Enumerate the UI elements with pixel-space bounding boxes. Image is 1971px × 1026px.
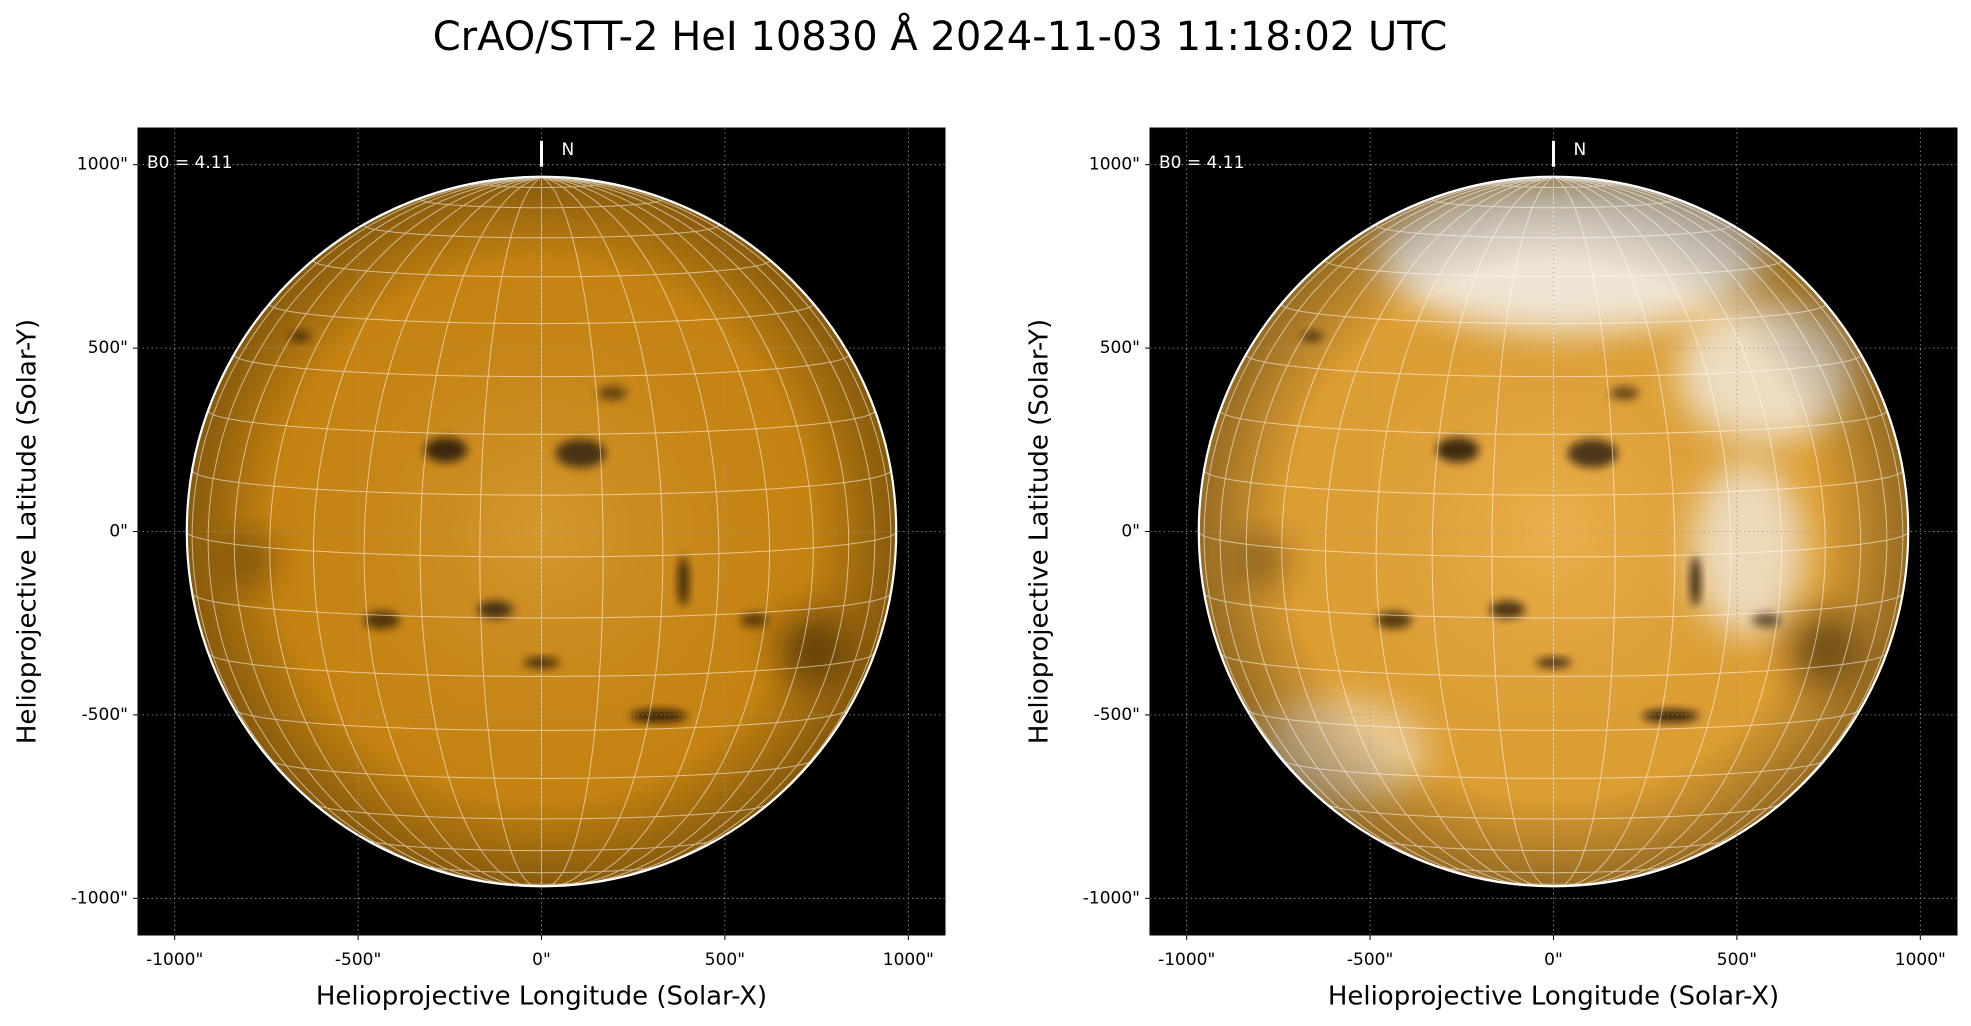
x-tick-label: 500"	[1717, 950, 1757, 970]
x-tick-label: 0"	[1544, 950, 1563, 970]
y-tick-label: -1000"	[71, 888, 128, 908]
y-axis-label: Helioprojective Latitude (Solar-Y)	[13, 319, 43, 744]
x-tick-label: -500"	[335, 950, 381, 970]
panel: -1000" -500" 0" 500" 1000" -1000" -500" 0" 500" 1…	[13, 127, 946, 1012]
y-tick-label: 500"	[1100, 338, 1140, 358]
y-axis-label: Helioprojective Latitude (Solar-Y)	[1025, 319, 1055, 744]
y-tick-label: 1000"	[1089, 155, 1140, 175]
y-tick-label: 1000"	[77, 155, 128, 175]
north-label: N	[562, 140, 575, 160]
y-tick-label: 0"	[109, 522, 128, 542]
north-label: N	[1574, 140, 1587, 160]
b0-annotation: B0 = 4.11	[1159, 153, 1244, 173]
x-tick-label: -1000"	[1158, 950, 1215, 970]
y-tick-label: 0"	[1121, 522, 1140, 542]
y-tick-label: -1000"	[1083, 888, 1140, 908]
figure-title: CrAO/STT-2 HeI 10830 Å 2024-11-03 11:18:…	[433, 12, 1448, 60]
plot-frame	[137, 127, 946, 936]
x-tick-label: -500"	[1347, 950, 1393, 970]
b0-annotation: B0 = 4.11	[147, 153, 232, 173]
limb	[185, 175, 898, 888]
x-axis-label: Helioprojective Longitude (Solar-X)	[316, 982, 767, 1012]
x-tick-label: 0"	[532, 950, 551, 970]
plot-frame	[1149, 127, 1958, 936]
x-tick-label: 500"	[705, 950, 745, 970]
x-tick-label: -1000"	[146, 950, 203, 970]
x-tick-label: 1000"	[1895, 950, 1946, 970]
y-tick-label: 500"	[88, 338, 128, 358]
limb	[1197, 175, 1910, 888]
x-axis-label: Helioprojective Longitude (Solar-X)	[1328, 982, 1779, 1012]
y-tick-label: -500"	[1094, 705, 1140, 725]
x-tick-label: 1000"	[883, 950, 934, 970]
y-tick-label: -500"	[82, 705, 128, 725]
panel: -1000" -500" 0" 500" 1000" -1000" -500" 0" 500" 1…	[1025, 127, 1958, 1012]
